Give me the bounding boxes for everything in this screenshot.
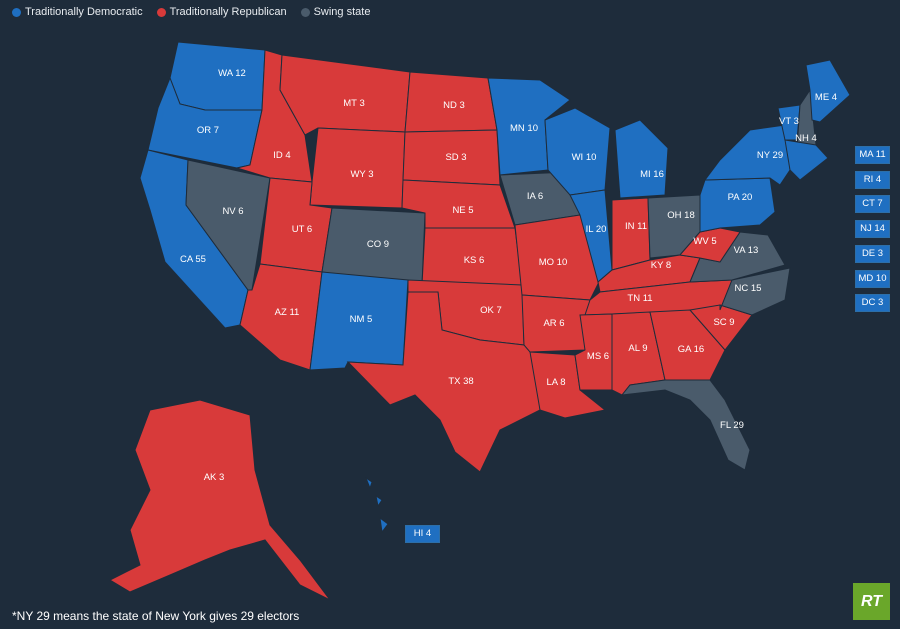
- state-MO[interactable]: [514, 214, 606, 301]
- state-MT[interactable]: [279, 54, 411, 136]
- legend-item-democratic: Traditionally Democratic: [12, 6, 143, 18]
- state-GA[interactable]: [649, 309, 726, 381]
- state-label-SC: SC 9: [713, 317, 734, 328]
- state-box-CT[interactable]: CT 7: [855, 195, 890, 213]
- state-label-MN: MN 10: [510, 123, 538, 134]
- state-IN[interactable]: [611, 197, 651, 271]
- state-label-ME: ME 4: [815, 92, 837, 103]
- state-label-VA: VA 13: [734, 245, 759, 256]
- state-box-DC[interactable]: DC 3: [855, 294, 890, 312]
- state-box-RI[interactable]: RI 4: [855, 171, 890, 189]
- state-label-AL: AL 9: [628, 343, 647, 354]
- state-VT[interactable]: [777, 104, 801, 141]
- state-TX[interactable]: [346, 291, 541, 473]
- legend-label: Traditionally Democratic: [25, 6, 143, 18]
- state-label-NC: NC 15: [735, 283, 762, 294]
- state-label-IL: IL 20: [586, 224, 607, 235]
- state-ME[interactable]: [805, 59, 851, 123]
- state-label-WI: WI 10: [572, 152, 597, 163]
- state-label-NH: NH 4: [795, 133, 817, 144]
- state-shapes: [108, 41, 851, 601]
- state-label-LA: LA 8: [546, 377, 565, 388]
- state-label-NV: NV 6: [222, 206, 243, 217]
- state-label-WA: WA 12: [218, 68, 246, 79]
- state-label-KY: KY 8: [651, 260, 671, 271]
- state-label-PA: PA 20: [728, 192, 753, 203]
- legend-label: Traditionally Republican: [169, 6, 287, 18]
- legend-label: Swing state: [313, 6, 371, 18]
- map-legend: Traditionally Democratic Traditionally Re…: [12, 6, 370, 18]
- state-label-NY: NY 29: [757, 150, 783, 161]
- state-label-TN: TN 11: [627, 293, 652, 304]
- state-label-KS: KS 6: [464, 255, 485, 266]
- state-label-SD: SD 3: [445, 152, 466, 163]
- state-label-CA: CA 55: [180, 254, 206, 265]
- state-label-TX: TX 38: [448, 376, 473, 387]
- state-label-OH: OH 18: [667, 210, 694, 221]
- state-FL[interactable]: [620, 379, 751, 471]
- state-label-MT: MT 3: [343, 98, 364, 109]
- state-label-NM: NM 5: [350, 314, 373, 325]
- state-label-AR: AR 6: [543, 318, 564, 329]
- legend-dot-swing: [300, 7, 310, 17]
- state-label-ND: ND 3: [443, 100, 465, 111]
- state-box-MD[interactable]: MD 10: [855, 270, 890, 288]
- state-label-AZ: AZ 11: [275, 307, 300, 318]
- state-label-OR: OR 7: [197, 125, 219, 136]
- state-label-MS: MS 6: [587, 351, 609, 362]
- state-WY[interactable]: [309, 127, 406, 209]
- state-label-WV: WV 5: [693, 236, 716, 247]
- state-labels: WA 12 OR 7 CA 55 NV 6 ID 4 MT 3 WY 3 UT 6 AZ 11 C…: [180, 68, 837, 483]
- state-PA[interactable]: [699, 177, 776, 233]
- state-label-FL: FL 29: [720, 420, 744, 431]
- rt-logo: RT: [853, 583, 890, 620]
- state-label-WY: WY 3: [350, 169, 373, 180]
- legend-dot-republican: [156, 7, 166, 17]
- state-AR[interactable]: [521, 294, 591, 353]
- state-label-AK: AK 3: [204, 472, 225, 483]
- state-label-VT: VT 3: [779, 116, 799, 127]
- state-label-MO: MO 10: [539, 257, 568, 268]
- state-label-IA: IA 6: [527, 191, 543, 202]
- state-box-DE[interactable]: DE 3: [855, 245, 890, 263]
- legend-item-swing: Swing state: [300, 6, 371, 18]
- state-label-IN: IN 11: [625, 221, 647, 232]
- state-MI[interactable]: [614, 119, 669, 199]
- state-box-HI[interactable]: HI 4: [405, 525, 440, 543]
- legend-dot-democratic: [12, 7, 21, 17]
- state-new-england-coast: [784, 139, 829, 181]
- state-label-OK: OK 7: [480, 305, 502, 316]
- state-box-MA[interactable]: MA 11: [855, 146, 890, 164]
- state-box-NJ[interactable]: NJ 14: [855, 220, 890, 238]
- state-label-CO: CO 9: [367, 239, 389, 250]
- state-label-MI: MI 16: [640, 169, 664, 180]
- state-AK[interactable]: [108, 399, 331, 601]
- state-label-UT: UT 6: [292, 224, 312, 235]
- state-label-NE: NE 5: [452, 205, 473, 216]
- footnote: *NY 29 means the state of New York gives…: [12, 609, 300, 623]
- state-label-ID: ID 4: [273, 150, 290, 161]
- legend-item-republican: Traditionally Republican: [156, 6, 287, 18]
- state-label-GA: GA 16: [678, 344, 704, 355]
- state-HI[interactable]: [364, 476, 389, 534]
